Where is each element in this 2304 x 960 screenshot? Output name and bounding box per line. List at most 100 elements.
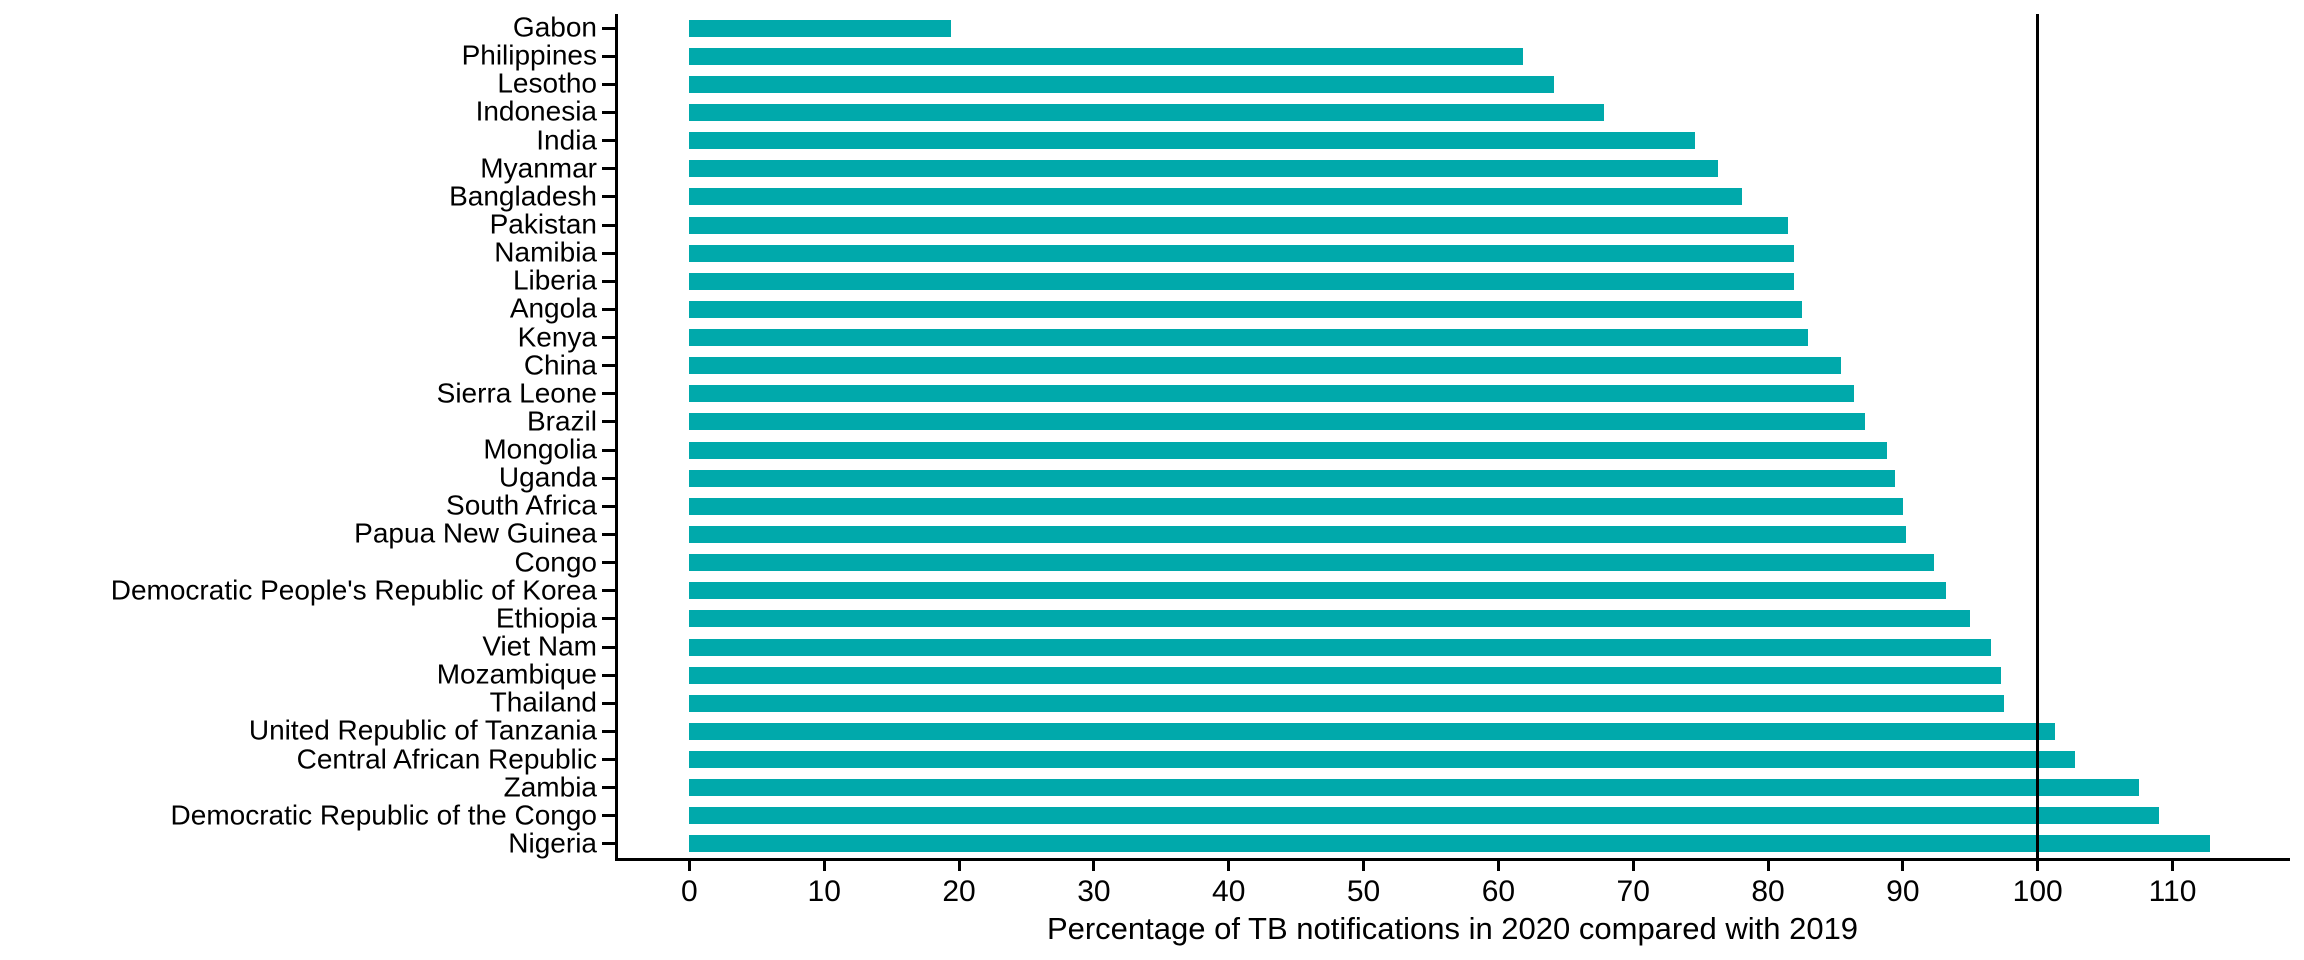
y-tick-democratic-people-s-republic-of-korea bbox=[602, 589, 615, 593]
bar-papua-new-guinea bbox=[689, 525, 1906, 543]
y-tick-kenya bbox=[602, 336, 615, 340]
y-tick-nigeria bbox=[602, 842, 615, 846]
bar-kenya bbox=[689, 329, 1809, 347]
bar-brazil bbox=[689, 413, 1866, 431]
x-tick-90 bbox=[1901, 861, 1905, 871]
bar-south-africa bbox=[689, 497, 1903, 515]
x-tick-label-50: 50 bbox=[1346, 875, 1381, 908]
bar-pakistan bbox=[689, 216, 1789, 234]
y-axis-label-mozambique: Mozambique bbox=[436, 658, 597, 690]
y-axis-label-central-african-republic: Central African Republic bbox=[296, 742, 597, 774]
y-tick-ethiopia bbox=[602, 617, 615, 621]
x-tick-80 bbox=[1766, 861, 1770, 871]
bar-bangladesh bbox=[689, 188, 1743, 206]
bar-central-african-republic bbox=[689, 751, 2076, 769]
bar-zambia bbox=[689, 779, 2139, 797]
y-tick-democratic-republic-of-the-congo bbox=[602, 814, 615, 818]
y-tick-mozambique bbox=[602, 673, 615, 677]
y-axis-label-democratic-people-s-republic-of-korea: Democratic People's Republic of Korea bbox=[110, 574, 597, 606]
y-axis-label-gabon: Gabon bbox=[512, 11, 597, 43]
x-tick-label-110: 110 bbox=[2148, 875, 2197, 908]
bar-congo bbox=[689, 554, 1934, 572]
y-axis-label-viet-nam: Viet Nam bbox=[482, 630, 597, 662]
x-tick-label-20: 20 bbox=[942, 875, 976, 908]
x-tick-label-10: 10 bbox=[807, 875, 841, 908]
y-tick-sierra-leone bbox=[602, 392, 615, 396]
x-tick-label-40: 40 bbox=[1212, 875, 1246, 908]
bar-lesotho bbox=[689, 75, 1554, 93]
x-tick-60 bbox=[1496, 861, 1500, 871]
bar-democratic-people-s-republic-of-korea bbox=[689, 582, 1946, 600]
y-tick-myanmar bbox=[602, 167, 615, 171]
y-axis-label-united-republic-of-tanzania: United Republic of Tanzania bbox=[248, 714, 597, 746]
bar-angola bbox=[689, 300, 1802, 318]
x-tick-50 bbox=[1362, 861, 1366, 871]
y-tick-gabon bbox=[602, 26, 615, 30]
y-axis-label-sierra-leone: Sierra Leone bbox=[436, 377, 597, 409]
reference-line-100 bbox=[2036, 14, 2040, 858]
x-axis-line bbox=[615, 858, 2290, 861]
y-tick-pakistan bbox=[602, 223, 615, 227]
bar-ethiopia bbox=[689, 610, 1971, 628]
y-axis-label-myanmar: Myanmar bbox=[480, 152, 597, 184]
y-tick-india bbox=[602, 139, 615, 143]
bar-indonesia bbox=[689, 103, 1604, 121]
y-tick-lesotho bbox=[602, 82, 615, 86]
bar-gabon bbox=[689, 19, 951, 37]
x-axis-title: Percentage of TB notifications in 2020 c… bbox=[1046, 911, 1859, 946]
bar-viet-nam bbox=[689, 638, 1991, 656]
y-tick-philippines bbox=[602, 54, 615, 58]
y-axis-label-china: China bbox=[523, 349, 597, 381]
y-axis-label-kenya: Kenya bbox=[517, 320, 597, 352]
x-tick-20 bbox=[957, 861, 961, 871]
y-axis-label-thailand: Thailand bbox=[489, 686, 597, 718]
bar-myanmar bbox=[689, 160, 1719, 178]
bar-nigeria bbox=[689, 835, 2211, 853]
bar-china bbox=[689, 357, 1841, 375]
y-tick-brazil bbox=[602, 420, 615, 424]
y-axis-label-liberia: Liberia bbox=[512, 264, 597, 296]
y-axis-label-democratic-republic-of-the-congo: Democratic Republic of the Congo bbox=[170, 799, 597, 831]
bar-mozambique bbox=[689, 666, 2002, 684]
y-axis-label-india: India bbox=[536, 124, 597, 156]
x-tick-110 bbox=[2171, 861, 2175, 871]
y-axis-label-mongolia: Mongolia bbox=[483, 433, 597, 465]
y-tick-south-africa bbox=[602, 504, 615, 508]
y-tick-angola bbox=[602, 307, 615, 311]
y-tick-thailand bbox=[602, 701, 615, 705]
y-tick-liberia bbox=[602, 279, 615, 283]
y-axis-label-lesotho: Lesotho bbox=[497, 67, 597, 99]
x-tick-label-60: 60 bbox=[1481, 875, 1516, 908]
y-tick-central-african-republic bbox=[602, 758, 615, 762]
bar-uganda bbox=[689, 469, 1895, 487]
x-tick-70 bbox=[1631, 861, 1635, 871]
y-tick-viet-nam bbox=[602, 645, 615, 649]
y-axis-label-namibia: Namibia bbox=[494, 236, 597, 268]
x-tick-label-70: 70 bbox=[1616, 875, 1650, 908]
bar-mongolia bbox=[689, 441, 1887, 459]
y-axis-label-indonesia: Indonesia bbox=[475, 95, 597, 127]
y-axis-label-nigeria: Nigeria bbox=[508, 827, 597, 859]
bar-thailand bbox=[689, 694, 2004, 712]
x-tick-label-100: 100 bbox=[2012, 875, 2063, 908]
bar-liberia bbox=[689, 272, 1794, 290]
y-tick-mongolia bbox=[602, 448, 615, 452]
y-axis-label-angola: Angola bbox=[509, 292, 597, 324]
y-tick-united-republic-of-tanzania bbox=[602, 729, 615, 733]
bar-democratic-republic-of-the-congo bbox=[689, 807, 2160, 825]
y-tick-uganda bbox=[602, 476, 615, 480]
bar-sierra-leone bbox=[689, 385, 1855, 403]
y-axis-label-congo: Congo bbox=[514, 546, 597, 578]
x-tick-0 bbox=[687, 861, 691, 871]
x-tick-100 bbox=[2036, 861, 2040, 871]
y-axis-label-papua-new-guinea: Papua New Guinea bbox=[354, 517, 597, 549]
y-axis-label-philippines: Philippines bbox=[461, 39, 597, 71]
y-tick-namibia bbox=[602, 251, 615, 255]
x-tick-30 bbox=[1092, 861, 1096, 871]
bar-philippines bbox=[689, 47, 1523, 65]
y-axis-label-ethiopia: Ethiopia bbox=[495, 602, 597, 634]
x-tick-label-0: 0 bbox=[681, 875, 698, 908]
x-tick-label-30: 30 bbox=[1077, 875, 1111, 908]
y-axis-label-zambia: Zambia bbox=[503, 771, 597, 803]
y-axis-label-bangladesh: Bangladesh bbox=[449, 180, 597, 212]
